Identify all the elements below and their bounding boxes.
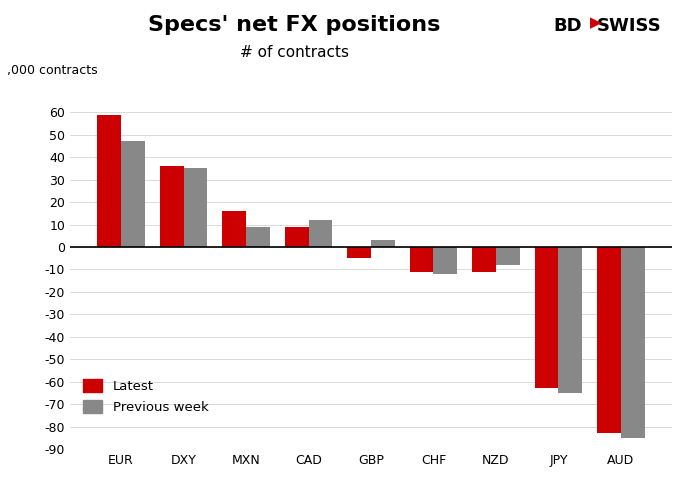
Bar — [559, 247, 582, 393]
Bar — [473, 247, 496, 272]
Bar — [597, 247, 621, 433]
Bar — [285, 227, 309, 247]
Text: Specs' net FX positions: Specs' net FX positions — [148, 15, 440, 35]
Bar — [121, 142, 145, 247]
Bar — [621, 247, 645, 438]
Bar — [410, 247, 433, 272]
Legend: Latest, Previous week: Latest, Previous week — [83, 379, 209, 414]
Text: # of contracts: # of contracts — [239, 45, 349, 60]
Bar — [97, 115, 121, 247]
Text: SWISS: SWISS — [597, 17, 662, 35]
Bar — [183, 169, 207, 247]
Bar — [309, 220, 332, 247]
Bar — [160, 166, 183, 247]
Text: BD: BD — [553, 17, 582, 35]
Bar — [371, 241, 395, 247]
Bar — [347, 247, 371, 258]
Bar — [433, 247, 457, 274]
Bar — [246, 227, 270, 247]
Bar — [535, 247, 559, 389]
Bar — [496, 247, 519, 265]
Text: ▶: ▶ — [590, 15, 602, 30]
Text: ,000 contracts: ,000 contracts — [7, 64, 97, 77]
Bar — [223, 211, 246, 247]
